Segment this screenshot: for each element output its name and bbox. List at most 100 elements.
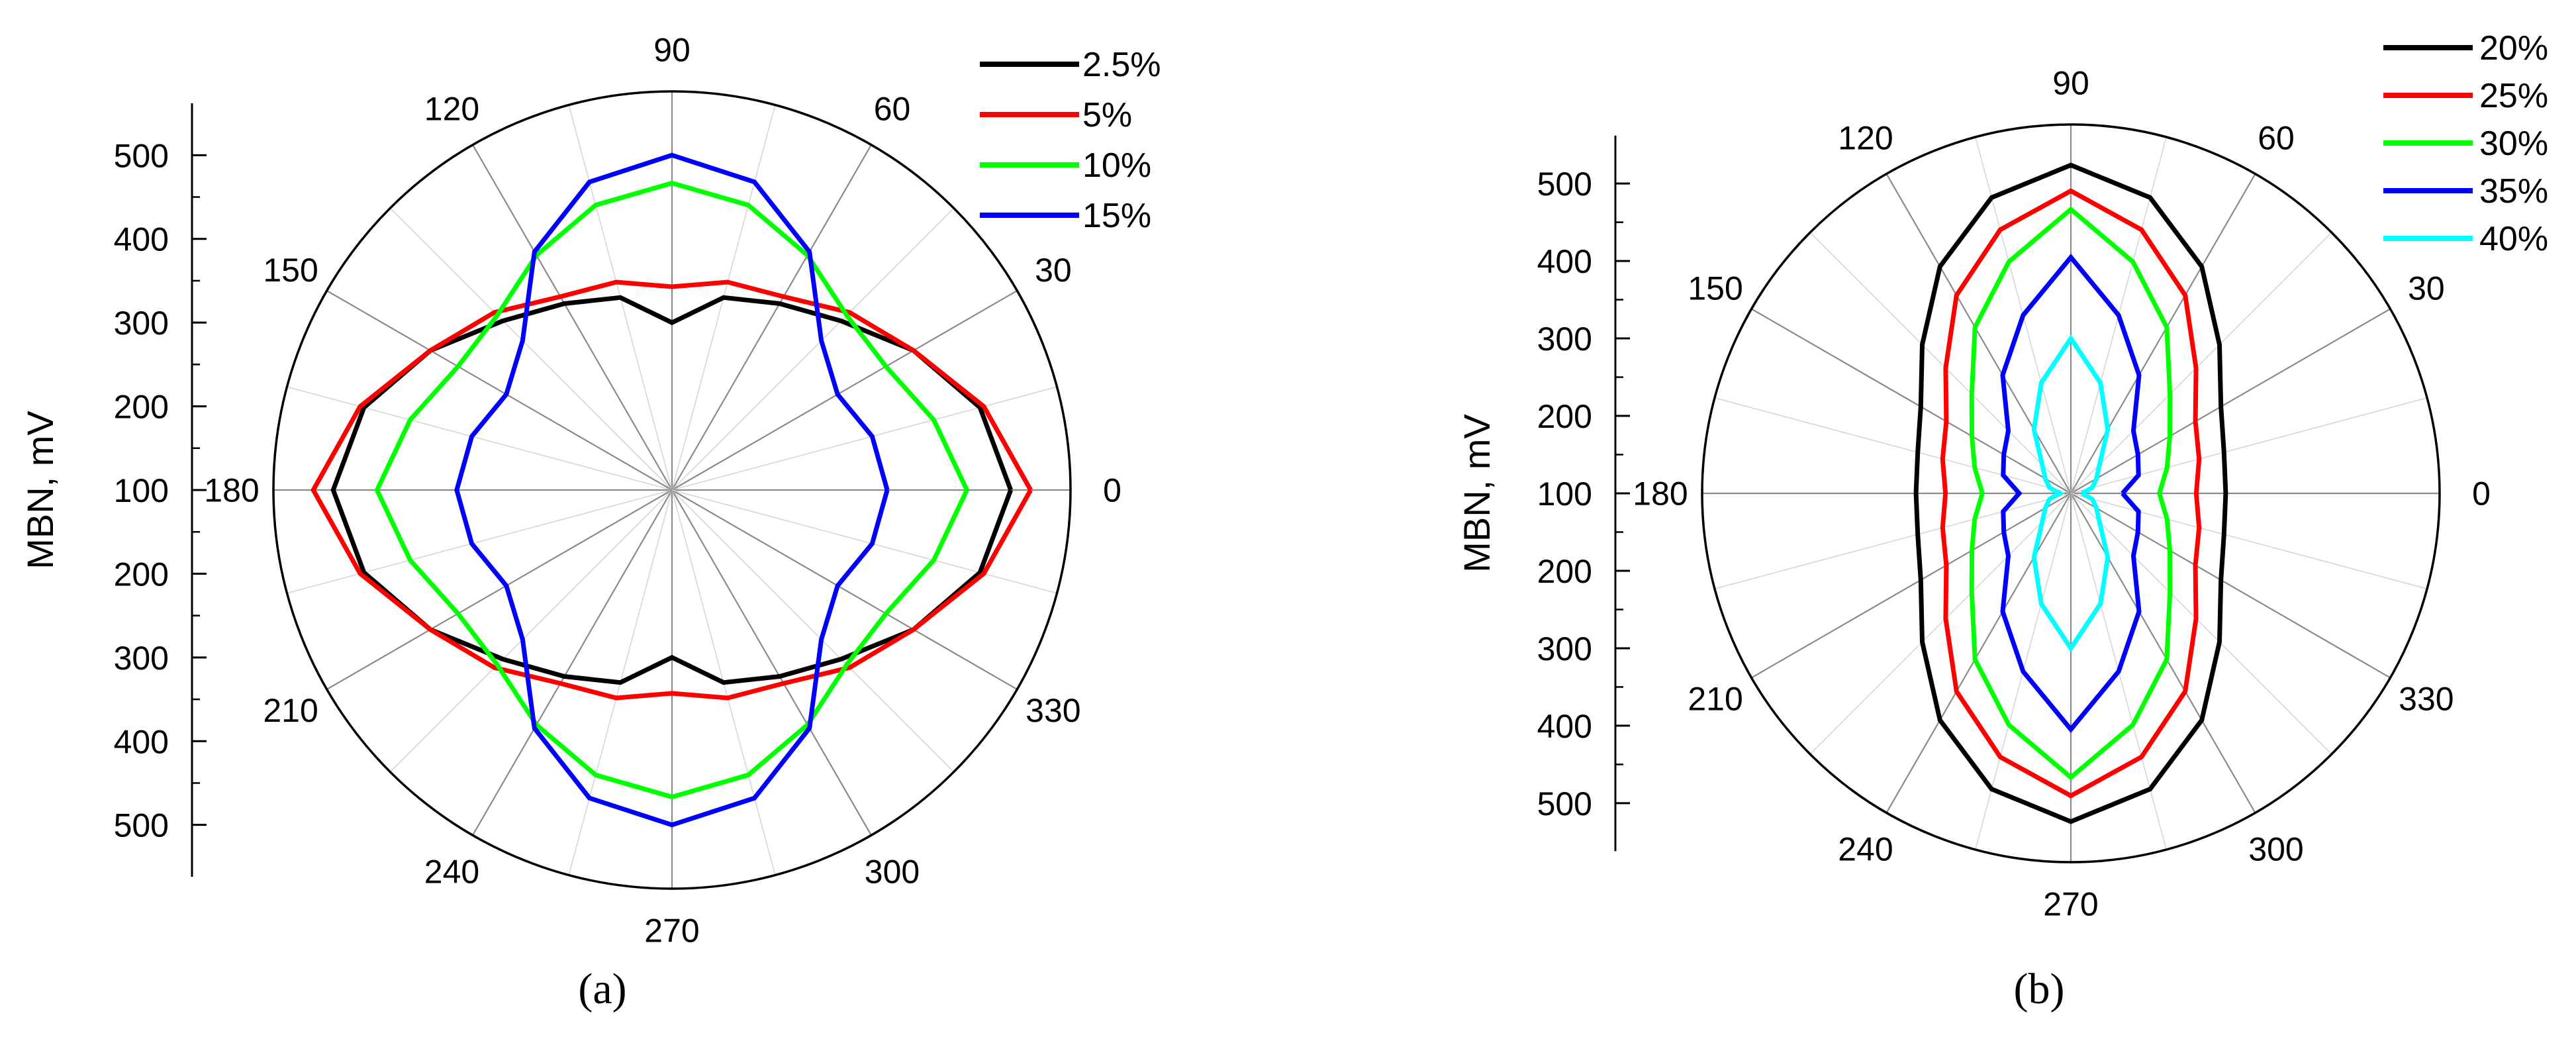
angle-label: 0 [2472,475,2491,513]
spoke-line [671,489,872,836]
angle-label: 60 [874,91,911,128]
spoke-line [2070,493,2256,813]
spoke-line [1714,397,2072,494]
angle-label: 270 [644,913,699,950]
legend-label: 35% [2479,172,2548,211]
spoke-line [671,489,1018,690]
radial-tick-label: 400 [1537,708,1592,745]
spoke-line [671,207,955,491]
legend-label: 2.5% [1082,46,1161,84]
legend-label: 20% [2479,29,2548,68]
spoke-line [1714,493,2072,589]
angle-label: 300 [865,853,920,890]
spoke-line [389,489,673,773]
angle-label: 120 [1838,120,1893,157]
radial-tick-label: 400 [1537,243,1592,280]
angle-label: 30 [2408,270,2445,307]
angle-label: 330 [1026,692,1080,729]
spoke-line [472,489,673,836]
spoke-line [2070,173,2256,494]
spoke-line [2070,308,2391,494]
panel-label: (b) [2014,965,2065,1013]
angle-label: 150 [263,252,318,289]
series-line [1940,188,2202,799]
series-line [1913,162,2228,824]
legend-label: 40% [2479,220,2548,258]
spoke-line [1885,493,2072,813]
spoke-line [671,386,1057,491]
spoke-line [472,144,673,491]
spoke-line [2070,397,2428,494]
spoke-line [671,144,872,491]
series-line [310,279,1033,701]
radial-tick-label: 400 [114,723,169,760]
spoke-line [287,386,673,491]
polar-chart-a: 0 30 60 90 120 150 180 210 240 270 300 330 500 400 300… [19,32,1161,1014]
panel-label: (a) [578,965,626,1013]
radial-tick-label: 200 [1537,398,1592,435]
polar-chart-b: 0 30 60 90 120 150 180 210 240 270 300 330 500 400 300… [1456,29,2548,1013]
legend-label: 10% [1082,146,1151,185]
angle-label: 210 [263,692,318,729]
angle-label: 180 [1633,475,1688,513]
series-line [454,152,890,828]
radial-tick-label: 100 [114,472,169,509]
series-line [2000,253,2142,734]
radial-tick-label: 500 [114,807,169,844]
spoke-line [389,207,673,491]
radial-tick-label: 500 [114,137,169,174]
outer-circle [1701,123,2441,864]
angle-label: 270 [2043,886,2098,923]
spoke-line [2070,493,2428,589]
series-line [374,180,969,800]
radial-tick-label: 500 [1537,785,1592,822]
radial-tick-label: 100 [1537,475,1592,513]
legend-label: 15% [1082,197,1151,235]
spoke-line [326,489,673,690]
angle-label: 240 [424,853,479,890]
radial-tick-label: 300 [1537,630,1592,667]
y-axis-label: MBN, mV [19,411,61,569]
spoke-line [1885,173,2072,494]
spoke-line [2070,493,2391,679]
radial-tick-label: 200 [1537,553,1592,590]
legend-label: 30% [2479,124,2548,163]
spoke-line [2070,493,2332,755]
spoke-line [1809,232,2072,494]
angle-label: 180 [204,472,259,509]
spoke-line [287,489,673,594]
angle-label: 90 [2052,65,2089,102]
spoke-line [326,290,673,491]
radial-tick-label: 300 [114,640,169,677]
spoke-line [1809,493,2072,755]
radial-tick-label: 300 [114,305,169,342]
series-line [1969,206,2173,781]
angle-label: 330 [2399,681,2454,718]
radial-tick-label: 200 [114,556,169,593]
radial-tick-label: 300 [1537,321,1592,358]
spoke-line [1751,493,2072,679]
spoke-line [1751,308,2072,494]
angle-label: 240 [1838,830,1893,867]
angle-label: 300 [2248,830,2303,867]
series-line [330,295,1013,685]
legend-label: 25% [2479,77,2548,115]
series-line [2031,334,2111,653]
angle-label: 150 [1688,270,1742,307]
spoke-line [671,489,955,773]
angle-label: 120 [424,91,479,128]
spoke-line [671,290,1018,491]
spoke-line [671,489,1057,594]
outer-circle [272,90,1072,890]
angle-label: 0 [1103,472,1121,509]
angle-label: 30 [1035,252,1072,289]
angle-label: 90 [653,32,691,69]
angle-label: 210 [1688,681,1742,718]
radial-tick-label: 200 [114,389,169,426]
spoke-line [2070,232,2332,494]
radial-tick-label: 500 [1537,166,1592,203]
legend-label: 5% [1082,96,1132,134]
radial-tick-label: 400 [114,221,169,258]
angle-label: 60 [2258,120,2295,157]
